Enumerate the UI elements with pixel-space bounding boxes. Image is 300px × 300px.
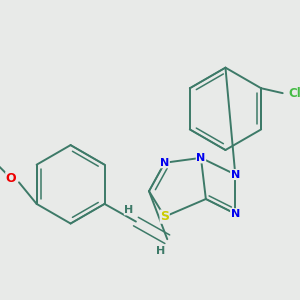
Text: H: H (156, 246, 165, 256)
Text: N: N (160, 158, 169, 168)
Text: Cl: Cl (288, 87, 300, 100)
Text: N: N (231, 169, 240, 179)
Text: S: S (160, 210, 169, 223)
Text: O: O (6, 172, 16, 185)
Text: N: N (231, 209, 240, 219)
Text: N: N (196, 153, 206, 163)
Text: H: H (124, 205, 134, 215)
